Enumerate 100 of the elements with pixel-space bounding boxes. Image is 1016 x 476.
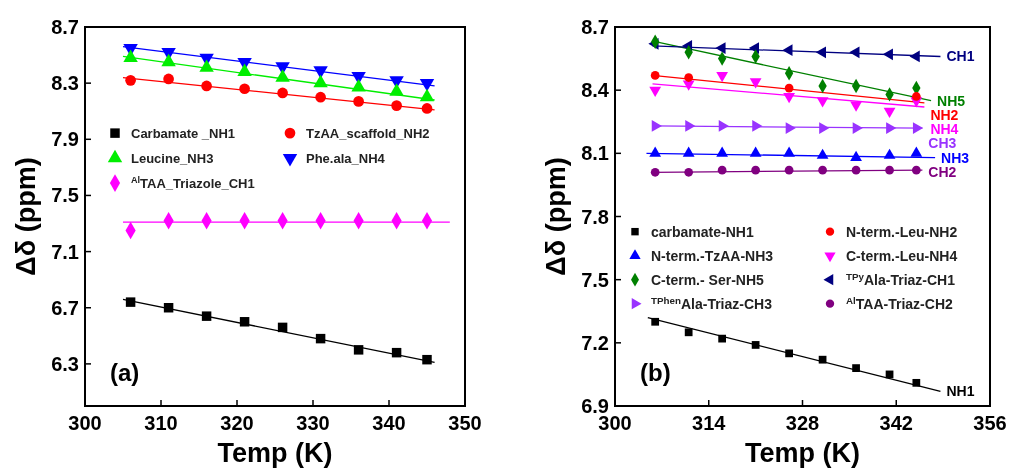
point (849, 46, 860, 59)
point (718, 120, 729, 132)
point (751, 165, 760, 175)
point (313, 66, 328, 79)
series-label: NH4 (930, 120, 959, 137)
point (883, 148, 896, 159)
series-label: CH1 (946, 48, 975, 65)
point (882, 48, 893, 61)
point (277, 87, 288, 99)
x-tick-label: 340 (372, 412, 406, 434)
point (684, 167, 694, 177)
y-tick-label: 8.7 (51, 16, 79, 38)
series-label: NH2 (930, 106, 959, 123)
legend-label: carbamate-NH1 (651, 223, 754, 240)
point (912, 378, 921, 387)
point (650, 167, 660, 177)
y-tick-label: 7.2 (581, 331, 609, 354)
series-label: CH2 (928, 163, 957, 180)
legend-label: C-term.-Leu-NH4 (846, 247, 958, 264)
point (421, 103, 433, 114)
y-tick-label: 8.7 (581, 16, 609, 38)
point (419, 78, 435, 92)
point (239, 317, 250, 327)
series-label: NH1 (946, 383, 975, 400)
point (912, 122, 924, 134)
point (909, 50, 920, 63)
point (163, 303, 174, 313)
y-tick-label: 7.8 (581, 205, 609, 228)
legend-label: Carbamate _NH1 (131, 126, 236, 142)
point (277, 322, 288, 333)
point (910, 146, 923, 157)
point (201, 311, 212, 321)
point (685, 120, 696, 132)
y-tick-label: 6.3 (51, 352, 79, 375)
x-tick-label: 310 (144, 412, 178, 434)
legend-label: Phe.ala_NH4 (306, 151, 386, 167)
legend-label: TzAA_scaffold_NH2 (306, 126, 430, 142)
legend-label: $^{TPy}$Ala-Triaz-CH1 (846, 270, 956, 288)
legend-label: C-term.- Ser-NH5 (651, 271, 765, 288)
point (911, 165, 921, 175)
x-tick-label: 314 (692, 412, 727, 434)
y-tick-label: 8.4 (581, 79, 610, 102)
y-tick-label: 8.3 (51, 72, 79, 95)
point (852, 364, 860, 372)
point (785, 349, 793, 358)
point (784, 83, 794, 93)
point (751, 341, 760, 349)
y-tick-label: 7.5 (581, 268, 609, 291)
point (851, 165, 861, 175)
x-tick-label: 342 (879, 412, 913, 434)
x-axis-title: Temp (K) (217, 438, 333, 468)
point (784, 165, 794, 175)
point (391, 100, 402, 111)
point (752, 120, 763, 132)
point (684, 328, 693, 337)
point (816, 97, 829, 108)
y-tick-label: 7.1 (51, 240, 79, 263)
point (125, 297, 136, 307)
point (391, 347, 402, 358)
point (718, 334, 727, 343)
point (749, 78, 762, 89)
point (818, 165, 827, 175)
point (816, 148, 829, 159)
series-label: CH3 (928, 134, 957, 151)
point (911, 92, 921, 101)
point (749, 146, 762, 157)
point (422, 354, 432, 365)
x-axis-title: Temp (K) (745, 438, 860, 468)
point (852, 122, 863, 134)
point (818, 355, 827, 364)
point (650, 71, 660, 80)
point (782, 44, 793, 57)
point (201, 80, 212, 92)
x-tick-label: 320 (220, 412, 254, 434)
point (684, 73, 694, 82)
point (682, 146, 695, 157)
point (819, 122, 830, 134)
legend-label: N-term.-TzAA-NH3 (651, 247, 774, 264)
point (748, 42, 760, 54)
point (651, 120, 662, 132)
point (715, 42, 726, 54)
series-label: NH3 (941, 149, 970, 166)
point (850, 150, 862, 161)
point (163, 73, 174, 85)
y-tick-label: 6.7 (51, 296, 79, 319)
point (315, 91, 326, 103)
point (785, 122, 796, 134)
point (353, 96, 364, 107)
x-tick-label: 328 (785, 412, 820, 434)
point (716, 146, 729, 157)
legend-label: $^{Al}$TAA_Triazole_CH1 (131, 175, 255, 192)
x-tick-label: 356 (973, 412, 1007, 434)
x-tick-label: 330 (296, 412, 330, 434)
legend-label: N-term.-Leu-NH2 (846, 223, 958, 240)
y-tick-label: 8.1 (581, 142, 609, 165)
x-tick-label: 300 (68, 412, 102, 434)
point (651, 317, 660, 326)
annotation: (b) (640, 359, 671, 386)
point (783, 146, 795, 157)
point (885, 165, 894, 175)
